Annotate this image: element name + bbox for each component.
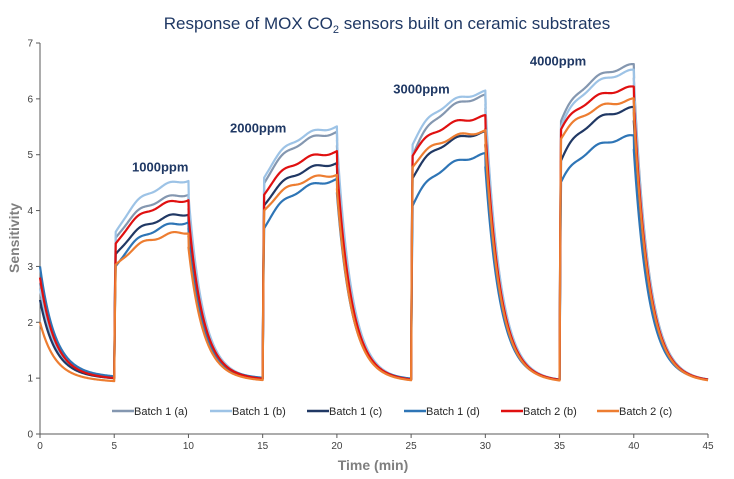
- legend: Batch 1 (a) Batch 1 (b) Batch 1 (c) Batch 1…: [112, 406, 672, 418]
- series-line: [38, 68, 709, 381]
- y-tick-label: 2: [27, 318, 33, 329]
- x-tick-label: 15: [257, 441, 269, 452]
- chart-title-rest: sensors built on ceramic substrates: [339, 14, 610, 33]
- annotation-layer: 1000ppm 2000ppm 3000ppm 4000ppm: [132, 53, 586, 174]
- x-tick-label: 20: [331, 441, 343, 452]
- series-line: [38, 85, 709, 381]
- x-axis-title: Time (min): [338, 457, 409, 473]
- concentration-label: 3000ppm: [393, 81, 449, 96]
- legend-label: Batch 1 (d): [426, 406, 480, 418]
- y-tick-label: 1: [27, 374, 33, 385]
- legend-label: Batch 1 (a): [134, 406, 188, 418]
- legend-label: Batch 2 (c): [619, 406, 672, 418]
- x-tick-label: 0: [37, 441, 43, 452]
- y-tick-label: 5: [27, 150, 33, 161]
- x-tick-label: 30: [480, 441, 492, 452]
- x-tick-label: 25: [406, 441, 418, 452]
- legend-label: Batch 2 (b): [523, 406, 577, 418]
- y-tick-label: 6: [27, 94, 33, 105]
- x-tick-label: 45: [702, 441, 714, 452]
- y-tick-label: 3: [27, 262, 33, 273]
- concentration-label: 2000ppm: [230, 120, 286, 135]
- x-tick-label: 5: [111, 441, 117, 452]
- series-layer: [38, 62, 709, 383]
- y-tick-label: 4: [27, 206, 33, 217]
- x-tick-label: 35: [554, 441, 566, 452]
- chart-title-subscript: 2: [333, 24, 339, 36]
- legend-label: Batch 1 (b): [232, 406, 286, 418]
- chart-title: Response of MOX CO2 sensors built on cer…: [164, 14, 610, 36]
- y-tick-label: 7: [27, 39, 33, 50]
- concentration-label: 1000ppm: [132, 159, 188, 174]
- x-tick-label: 40: [628, 441, 640, 452]
- y-tick-label: 0: [27, 430, 33, 441]
- chart-title-main: Response of MOX CO: [164, 14, 333, 33]
- legend-label: Batch 1 (c): [329, 406, 382, 418]
- series-line: [38, 62, 709, 381]
- series-line: [38, 97, 709, 383]
- x-tick-label: 10: [183, 441, 195, 452]
- y-axis-title: Sensitivity: [6, 203, 22, 273]
- concentration-label: 4000ppm: [530, 53, 586, 68]
